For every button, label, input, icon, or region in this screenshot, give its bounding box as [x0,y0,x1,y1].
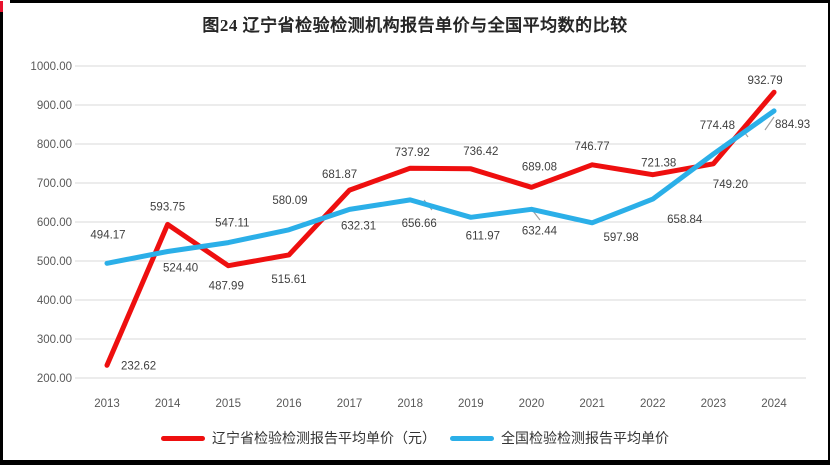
y-axis-tick-label: 500.00 [37,256,72,268]
data-label-national-2015: 547.11 [215,218,249,230]
data-label-liaoning-2023: 749.20 [713,179,748,191]
data-label-liaoning-2014: 593.75 [150,201,185,213]
x-axis-tick-label: 2020 [519,398,545,410]
x-axis-tick-label: 2017 [337,398,363,410]
page-border-top [10,0,830,3]
data-label-liaoning-2021: 746.77 [575,141,610,153]
data-label-liaoning-2022: 721.38 [641,158,676,170]
y-axis-tick-label: 300.00 [37,334,72,346]
x-axis-tick-label: 2021 [579,398,605,410]
data-label-national-2023: 774.48 [700,120,735,132]
data-label-liaoning-2016: 515.61 [271,274,306,286]
legend-label-national: 全国检验检测报告平均单价 [501,430,669,446]
data-label-national-2020: 632.44 [522,225,558,237]
chart-legend: 辽宁省检验检测报告平均单价（元） 全国检验检测报告平均单价 [0,424,830,452]
legend-swatch-liaoning [161,435,205,441]
series-line-national [104,108,777,266]
data-label-national-2017: 632.31 [341,220,376,232]
page-border-left [0,10,3,465]
x-axis-tick-label: 2013 [94,398,120,410]
data-label-liaoning-2017: 681.87 [322,169,357,181]
y-axis-tick-label: 1000.00 [30,61,72,73]
x-axis-tick-label: 2018 [397,398,423,410]
legend-swatch-national [450,435,494,441]
data-label-national-2024: 884.93 [775,119,810,131]
data-label-national-2016: 580.09 [272,195,307,207]
y-axis-tick-label: 700.00 [37,178,72,190]
data-label-liaoning-2013: 232.62 [121,360,156,372]
data-label-liaoning-2024: 932.79 [747,75,782,87]
data-label-national-2013: 494.17 [90,229,125,241]
chart-title: 图24 辽宁省检验检测机构报告单价与全国平均数的比较 [202,16,628,35]
y-axis-tick-label: 800.00 [37,139,72,151]
legend-item-national: 全国检验检测报告平均单价 [450,428,669,448]
label-leader-line [764,116,775,131]
data-label-national-2021: 597.98 [604,232,639,244]
data-label-liaoning-2019: 736.42 [463,146,498,158]
data-label-liaoning-2018: 737.92 [395,147,430,159]
x-axis-tick-label: 2023 [701,398,727,410]
label-leader-line [532,210,541,221]
legend-label-liaoning: 辽宁省检验检测报告平均单价（元） [212,430,436,446]
y-axis-tick-label: 900.00 [37,100,72,112]
series-line-liaoning [104,89,777,368]
data-label-national-2019: 611.97 [466,230,500,242]
legend-item-liaoning: 辽宁省检验检测报告平均单价（元） [161,428,436,448]
data-label-liaoning-2020: 689.08 [522,161,557,173]
data-label-liaoning-2015: 487.99 [209,281,244,293]
data-label-national-2018: 656.66 [402,218,437,230]
x-axis-tick-label: 2014 [155,398,181,410]
data-label-national-2022: 658.84 [667,214,703,226]
y-axis-tick-label: 400.00 [37,295,72,307]
x-axis-tick-label: 2019 [458,398,484,410]
x-axis-tick-label: 2015 [215,398,241,410]
page-border-bottom [0,460,830,465]
x-axis-tick-label: 2016 [276,398,302,410]
y-axis-tick-label: 600.00 [37,217,72,229]
data-label-national-2014: 524.40 [163,262,198,274]
x-axis-tick-label: 2022 [640,398,666,410]
corner-accent-mark [0,1,3,12]
page-border-right [828,0,830,465]
x-axis-tick-label: 2024 [761,398,787,410]
y-axis-tick-label: 200.00 [37,373,72,385]
